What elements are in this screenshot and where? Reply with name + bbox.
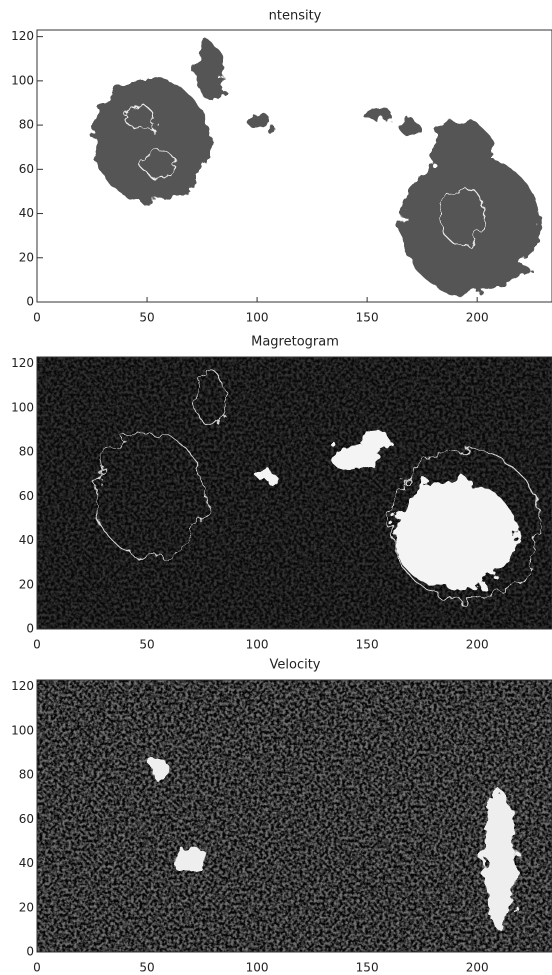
x-tick-label: 200 bbox=[466, 961, 489, 975]
y-tick-label: 100 bbox=[11, 723, 34, 737]
x-tick-label: 200 bbox=[466, 311, 489, 325]
y-tick-label: 80 bbox=[19, 768, 34, 782]
y-tick-label: 120 bbox=[11, 29, 34, 43]
x-tick-label: 50 bbox=[139, 638, 154, 652]
y-tick-label: 40 bbox=[19, 206, 34, 220]
x-tick-label: 0 bbox=[33, 961, 41, 975]
y-tick-label: 40 bbox=[19, 856, 34, 870]
y-tick-label: 40 bbox=[19, 533, 34, 547]
y-tick-label: 60 bbox=[19, 162, 34, 176]
velocity-image bbox=[37, 680, 552, 952]
y-tick-label: 80 bbox=[19, 118, 34, 132]
panel-title: Velocity bbox=[270, 658, 321, 673]
intensity-image bbox=[37, 30, 552, 302]
x-tick-label: 150 bbox=[356, 961, 379, 975]
y-tick-label: 0 bbox=[26, 945, 34, 959]
y-tick-label: 100 bbox=[11, 73, 34, 87]
y-tick-label: 60 bbox=[19, 489, 34, 503]
x-tick-label: 100 bbox=[246, 311, 269, 325]
x-tick-label: 200 bbox=[466, 638, 489, 652]
plot-frame bbox=[36, 29, 552, 303]
y-tick-label: 20 bbox=[19, 250, 34, 264]
y-tick-label: 60 bbox=[19, 812, 34, 826]
magnetogram-image bbox=[37, 357, 552, 629]
x-tick-label: 100 bbox=[246, 638, 269, 652]
x-tick-label: 50 bbox=[139, 311, 154, 325]
plot-frame bbox=[36, 679, 552, 953]
plot-frame bbox=[36, 356, 552, 630]
y-tick-label: 20 bbox=[19, 900, 34, 914]
y-tick-label: 80 bbox=[19, 445, 34, 459]
x-tick-label: 0 bbox=[33, 638, 41, 652]
y-tick-label: 100 bbox=[11, 400, 34, 414]
y-tick-label: 20 bbox=[19, 577, 34, 591]
y-tick-label: 120 bbox=[11, 679, 34, 693]
panel-title: Magretogram bbox=[251, 335, 339, 350]
x-tick-label: 150 bbox=[356, 311, 379, 325]
y-tick-label: 0 bbox=[26, 295, 34, 309]
x-tick-label: 50 bbox=[139, 961, 154, 975]
x-tick-label: 0 bbox=[33, 311, 41, 325]
panel-title: ntensity bbox=[269, 9, 322, 24]
y-tick-label: 120 bbox=[11, 356, 34, 370]
x-tick-label: 150 bbox=[356, 638, 379, 652]
y-tick-label: 0 bbox=[26, 622, 34, 636]
x-tick-label: 100 bbox=[246, 961, 269, 975]
